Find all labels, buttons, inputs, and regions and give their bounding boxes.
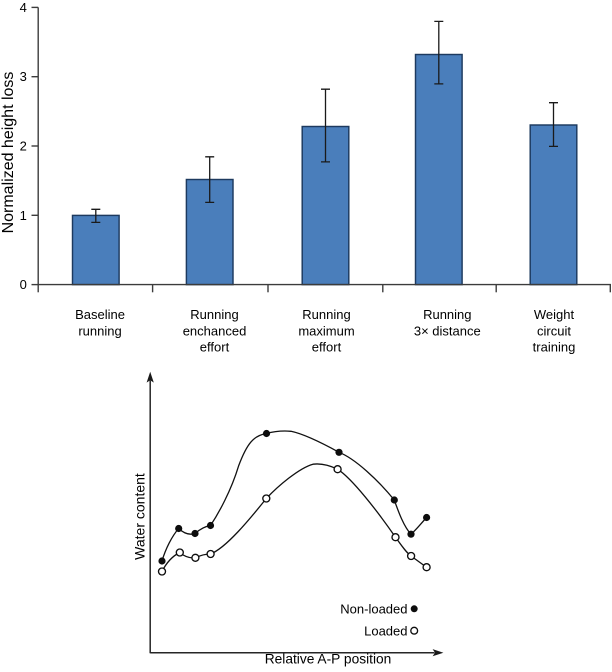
svg-text:Baseline: Baseline	[75, 307, 125, 322]
svg-text:maximum: maximum	[298, 323, 354, 338]
svg-text:3× distance: 3× distance	[414, 323, 481, 338]
svg-text:Running: Running	[302, 307, 350, 322]
svg-text:4: 4	[20, 0, 27, 15]
svg-text:1: 1	[20, 208, 27, 223]
svg-text:Running: Running	[190, 307, 238, 322]
svg-text:3: 3	[20, 69, 27, 84]
svg-text:Water content: Water content	[131, 473, 147, 560]
svg-text:circuit: circuit	[537, 323, 571, 338]
svg-text:2: 2	[20, 139, 27, 154]
svg-text:Loaded: Loaded	[364, 623, 407, 638]
svg-text:0: 0	[20, 277, 27, 292]
svg-text:running: running	[78, 323, 121, 338]
svg-text:training: training	[533, 340, 576, 355]
svg-text:Normalized height loss: Normalized height loss	[0, 72, 17, 234]
svg-text:Relative A-P position: Relative A-P position	[265, 652, 392, 667]
svg-text:Running: Running	[423, 307, 471, 322]
svg-text:effort: effort	[312, 340, 342, 355]
svg-text:Weight: Weight	[534, 307, 575, 322]
svg-text:enchanced: enchanced	[183, 323, 247, 338]
svg-text:Non-loaded: Non-loaded	[340, 602, 407, 617]
svg-text:effort: effort	[200, 340, 230, 355]
